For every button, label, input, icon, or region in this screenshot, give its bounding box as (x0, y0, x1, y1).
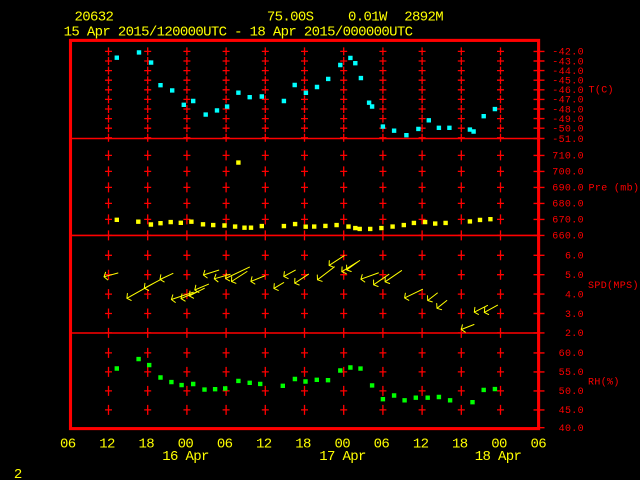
svg-text:12: 12 (413, 437, 429, 453)
svg-text:-42.0: -42.0 (552, 48, 584, 59)
svg-text:60.0: 60.0 (559, 349, 584, 360)
svg-text:2.0: 2.0 (565, 329, 584, 340)
svg-text:-48.0: -48.0 (552, 105, 584, 116)
svg-text:-47.0: -47.0 (552, 96, 584, 107)
svg-text:-43.0: -43.0 (552, 57, 584, 68)
svg-text:17 Apr: 17 Apr (319, 449, 366, 465)
svg-text:18: 18 (138, 437, 154, 453)
svg-text:3.0: 3.0 (565, 310, 584, 321)
svg-text:-45.0: -45.0 (552, 77, 584, 88)
svg-text:2892M: 2892M (404, 9, 443, 25)
svg-text:-51.0: -51.0 (552, 135, 584, 146)
svg-text:-44.0: -44.0 (552, 67, 584, 78)
svg-text:06: 06 (530, 437, 546, 453)
svg-text:18: 18 (295, 437, 311, 453)
svg-text:75.00S: 75.00S (267, 9, 314, 25)
svg-text:710.0: 710.0 (552, 152, 584, 163)
svg-text:55.0: 55.0 (559, 368, 584, 379)
svg-text:SPD(MPS): SPD(MPS) (588, 280, 639, 292)
svg-text:6.0: 6.0 (565, 252, 584, 263)
svg-text:2: 2 (14, 467, 22, 480)
svg-text:18 Apr: 18 Apr (475, 449, 522, 465)
svg-text:660.0: 660.0 (552, 232, 584, 243)
svg-text:T(C): T(C) (589, 84, 614, 96)
svg-text:40.0: 40.0 (559, 424, 584, 435)
svg-text:06: 06 (374, 437, 390, 453)
svg-text:16 Apr: 16 Apr (162, 449, 209, 465)
svg-text:4.0: 4.0 (565, 290, 584, 301)
svg-text:680.0: 680.0 (552, 200, 584, 211)
svg-text:12: 12 (99, 437, 115, 453)
svg-text:18: 18 (452, 437, 468, 453)
svg-text:00: 00 (491, 437, 507, 453)
svg-text:RH(%): RH(%) (588, 377, 620, 389)
svg-text:5.0: 5.0 (565, 271, 584, 282)
svg-text:45.0: 45.0 (559, 406, 584, 417)
svg-text:670.0: 670.0 (552, 216, 584, 227)
svg-text:-49.0: -49.0 (552, 115, 584, 126)
svg-text:12: 12 (256, 437, 272, 453)
svg-text:00: 00 (178, 437, 194, 453)
svg-text:00: 00 (334, 437, 350, 453)
svg-text:50.0: 50.0 (559, 387, 584, 398)
svg-text:06: 06 (60, 437, 76, 453)
svg-text:700.0: 700.0 (552, 168, 584, 179)
svg-text:0.01W: 0.01W (348, 9, 388, 25)
svg-text:15 Apr 2015/120000UTC - 18 Apr: 15 Apr 2015/120000UTC - 18 Apr 2015/0000… (64, 24, 413, 40)
svg-text:-50.0: -50.0 (552, 125, 584, 136)
svg-text:20632: 20632 (75, 9, 114, 25)
svg-text:06: 06 (217, 437, 233, 453)
svg-text:Pre (mb): Pre (mb) (589, 183, 640, 195)
svg-text:-46.0: -46.0 (552, 86, 584, 97)
svg-text:690.0: 690.0 (552, 184, 584, 195)
